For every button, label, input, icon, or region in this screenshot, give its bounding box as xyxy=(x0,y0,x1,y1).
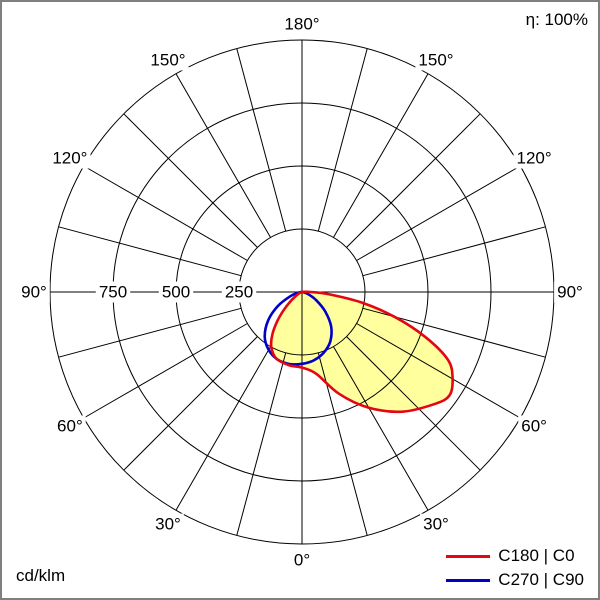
angle-label-90-right: 90° xyxy=(557,283,583,302)
grid-radial-line-285 xyxy=(58,307,242,358)
angle-label-60-right: 60° xyxy=(521,417,547,436)
efficiency-label: η: 100% xyxy=(525,10,588,29)
grid-radial-line-135 xyxy=(346,113,481,248)
radial-tick-label-750: 750 xyxy=(99,283,127,302)
legend: C180 | C0 C270 | C90 xyxy=(446,546,584,590)
angle-label-120-right: 120° xyxy=(517,149,552,168)
grid-radial-line-345 xyxy=(236,352,287,536)
curve-c180-c0 xyxy=(269,290,454,414)
radial-tick-label-250: 250 xyxy=(225,283,253,302)
angle-label-30-right: 30° xyxy=(423,515,449,534)
angle-label-150-right-bg xyxy=(415,49,457,71)
legend-red-line xyxy=(446,554,491,558)
grid-radial-line-105 xyxy=(362,226,546,277)
grid-radial-line-210 xyxy=(175,73,271,238)
grid-radial-line-60 xyxy=(356,323,521,419)
curve-c270-c90 xyxy=(263,290,333,366)
angle-label-60-left-bg xyxy=(54,415,86,437)
grid-radial-line-300 xyxy=(83,323,248,419)
grid-radial-line-195 xyxy=(236,48,287,232)
grid-radial-line-30 xyxy=(333,346,429,511)
grid-radial-line-240 xyxy=(83,165,248,261)
angle-label-180: 180° xyxy=(284,15,319,34)
grid-radial-line-45 xyxy=(346,336,481,471)
legend-blue-line xyxy=(446,578,491,582)
angle-label-30-left: 30° xyxy=(155,515,181,534)
angle-label-180-bg xyxy=(281,13,323,35)
angle-label-90-left-bg xyxy=(18,281,50,303)
legend-label-c180-c0: C180 | C0 xyxy=(498,546,575,565)
angle-label-60-right-bg xyxy=(518,415,550,437)
legend-label-c270-c90: C270 | C90 xyxy=(498,570,584,589)
angle-label-30-right-bg xyxy=(420,513,452,535)
grid-radial-line-150 xyxy=(333,73,429,238)
radial-tick-label-500: 500 xyxy=(162,283,190,302)
angle-label-120-left: 120° xyxy=(52,149,87,168)
angle-label-60-left: 60° xyxy=(57,417,83,436)
angle-label-0-bg xyxy=(290,549,314,571)
angle-label-150-left: 150° xyxy=(150,50,185,69)
angle-label-0: 0° xyxy=(294,551,310,570)
radial-tick-label-750-bg xyxy=(95,281,131,303)
grid-radial-line-225 xyxy=(123,113,258,248)
angle-label-120-right-bg xyxy=(513,147,555,169)
angle-label-150-left-bg xyxy=(147,49,189,71)
angle-label-30-left-bg xyxy=(152,513,184,535)
angle-label-90-left: 90° xyxy=(21,283,47,302)
angle-label-90-right-bg xyxy=(554,281,586,303)
grid-radial-line-330 xyxy=(175,346,271,511)
grid-radial-line-120 xyxy=(356,165,521,261)
radial-tick-label-250-bg xyxy=(221,281,257,303)
unit-label: cd/klm xyxy=(16,566,66,585)
angle-label-150-right: 150° xyxy=(418,50,453,69)
angle-label-120-left-bg xyxy=(49,147,91,169)
grid-radial-line-165 xyxy=(317,48,368,232)
grid-radial-line-315 xyxy=(123,336,258,471)
grid-radial-line-255 xyxy=(58,226,242,277)
radial-tick-label-500-bg xyxy=(158,281,194,303)
legend-item-c270-c90: C270 | C90 xyxy=(446,570,584,590)
legend-item-c180-c0: C180 | C0 xyxy=(446,546,584,566)
